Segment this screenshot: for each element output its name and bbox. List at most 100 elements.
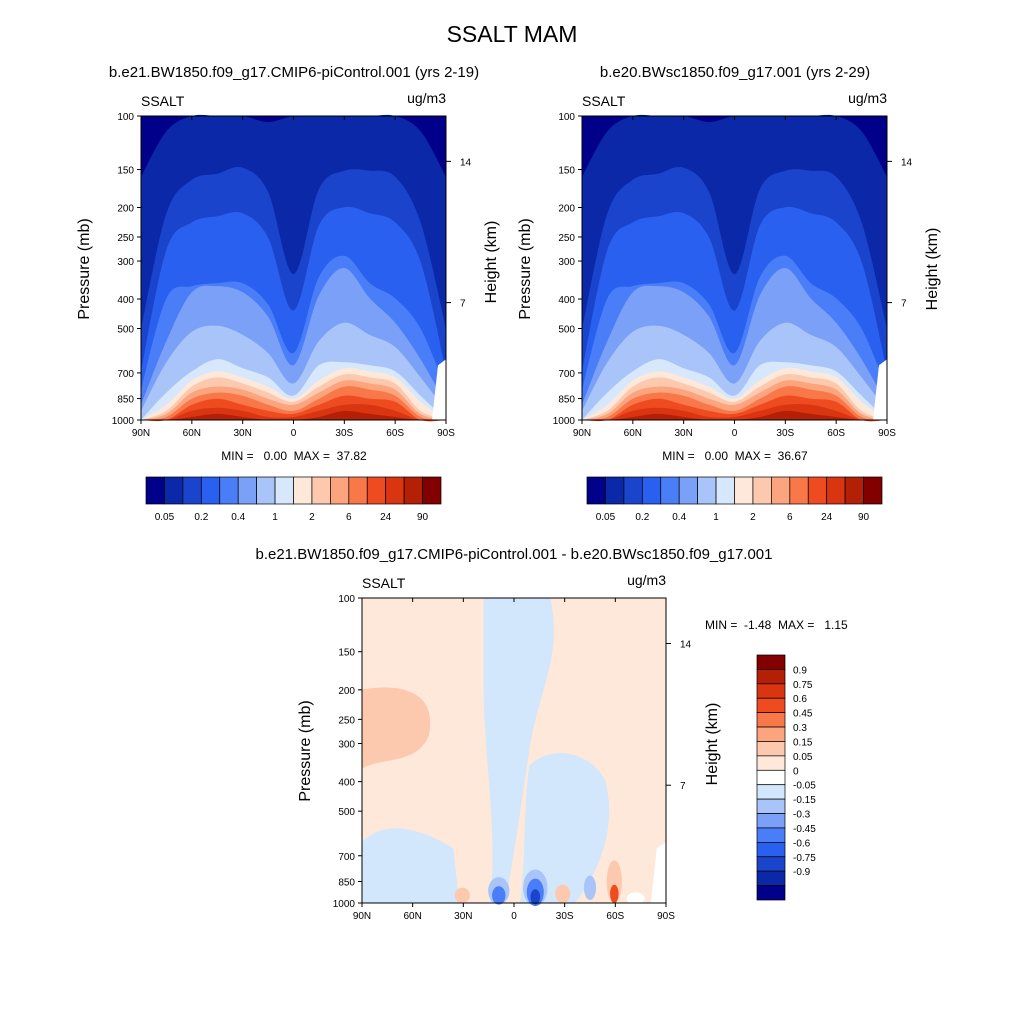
y2-tick-label: 7 xyxy=(901,299,907,310)
colorbar-swatch xyxy=(756,654,786,670)
y-tick-label: 850 xyxy=(338,877,355,888)
colorbar-swatch xyxy=(697,476,717,505)
colorbar-swatch xyxy=(756,870,786,886)
colorbar-swatch xyxy=(274,476,294,505)
colorbar-swatch xyxy=(756,712,786,728)
colorbar-swatch xyxy=(330,476,350,505)
panel-1-y2label: Height (km) xyxy=(483,221,500,304)
panel-2-plot-area xyxy=(578,114,892,424)
colorbar-label: 0.4 xyxy=(672,512,686,523)
x-tick-label: 30S xyxy=(556,911,574,922)
x-tick-label: 90N xyxy=(353,911,371,922)
colorbar-swatch xyxy=(200,476,221,505)
panel-3-title: b.e21.BW1850.f09_g17.CMIP6-piControl.001… xyxy=(255,546,772,563)
colorbar-label: 0.3 xyxy=(793,723,807,734)
y-tick-label: 250 xyxy=(558,233,575,244)
panel-3-y2label: Height (km) xyxy=(704,703,721,786)
y-tick-label: 1000 xyxy=(553,416,576,427)
colorbar-swatch xyxy=(145,476,165,505)
colorbar-swatch xyxy=(756,669,786,685)
y-tick-label: 400 xyxy=(558,295,575,306)
colorbar-label: -0.6 xyxy=(793,838,811,849)
y2-tick-label: 7 xyxy=(680,781,686,792)
colorbar-label: 0.4 xyxy=(231,512,245,523)
y-tick-label: 250 xyxy=(117,233,134,244)
colorbar-label: 90 xyxy=(417,512,429,523)
panel-2-units-label: ug/m3 xyxy=(848,90,887,106)
colorbar-swatch xyxy=(586,476,606,505)
colorbar-swatch xyxy=(756,856,786,872)
y-tick-label: 300 xyxy=(338,740,355,751)
panel-3-variable-label: SSALT xyxy=(362,575,406,591)
colorbar-label: -0.3 xyxy=(793,810,811,821)
colorbar-label: 0.05 xyxy=(596,512,616,523)
y-tick-label: 400 xyxy=(117,295,134,306)
colorbar-swatch xyxy=(826,476,846,505)
colorbar-label: 0.75 xyxy=(793,680,813,691)
y-tick-label: 700 xyxy=(558,369,575,380)
y-tick-label: 500 xyxy=(558,324,575,335)
colorbar-swatch xyxy=(844,476,864,505)
y-tick-label: 150 xyxy=(338,648,355,659)
colorbar-label: 0.05 xyxy=(793,752,813,763)
y2-tick-label: 14 xyxy=(460,157,472,168)
y-tick-label: 100 xyxy=(338,594,355,605)
colorbar-label: 24 xyxy=(380,512,392,523)
colorbar-swatch xyxy=(807,476,828,505)
x-tick-label: 30N xyxy=(233,428,251,439)
x-tick-label: 30S xyxy=(335,428,353,439)
panel-1: b.e21.BW1850.f09_g17.CMIP6-piControl.001… xyxy=(76,64,500,523)
y-tick-label: 250 xyxy=(338,715,355,726)
y-tick-label: 1000 xyxy=(333,899,356,910)
colorbar-label: 1 xyxy=(713,512,719,523)
colorbar-swatch xyxy=(623,476,643,505)
colorbar-label: 0.2 xyxy=(194,512,208,523)
x-tick-label: 90S xyxy=(657,911,675,922)
colorbar-label: 6 xyxy=(787,512,793,523)
panel-3-ylabel: Pressure (mb) xyxy=(297,700,314,801)
colorbar-swatch xyxy=(678,476,698,505)
y-tick-label: 100 xyxy=(558,112,575,123)
panel-2-variable-label: SSALT xyxy=(582,93,626,109)
colorbar-label: 0.45 xyxy=(793,709,813,720)
y-tick-label: 850 xyxy=(117,395,134,406)
figure-title: SSALT MAM xyxy=(447,21,578,47)
colorbar-swatch xyxy=(422,476,442,505)
x-tick-label: 30N xyxy=(674,428,692,439)
y-tick-label: 150 xyxy=(117,166,134,177)
colorbar-swatch xyxy=(756,769,786,786)
colorbar-swatch xyxy=(756,842,786,858)
x-tick-label: 90N xyxy=(573,428,591,439)
colorbar-swatch xyxy=(219,476,239,505)
colorbar-label: 1 xyxy=(272,512,278,523)
y2-tick-label: 7 xyxy=(460,299,466,310)
y-tick-label: 500 xyxy=(117,324,134,335)
colorbar-label: 2 xyxy=(309,512,315,523)
colorbar-swatch xyxy=(641,476,662,505)
colorbar-swatch xyxy=(863,476,883,505)
panel-2-ylabel: Pressure (mb) xyxy=(517,218,534,319)
colorbar-swatch xyxy=(256,476,276,505)
y-tick-label: 200 xyxy=(558,204,575,215)
y-tick-label: 200 xyxy=(117,204,134,215)
x-tick-label: 30N xyxy=(454,911,472,922)
colorbar-label: -0.15 xyxy=(793,795,816,806)
colorbar-label: 24 xyxy=(821,512,833,523)
y-tick-label: 400 xyxy=(338,778,355,789)
colorbar-swatch xyxy=(756,755,786,771)
x-tick-label: 60S xyxy=(606,911,624,922)
y2-tick-label: 14 xyxy=(901,157,913,168)
y-tick-label: 700 xyxy=(338,852,355,863)
x-tick-label: 60N xyxy=(183,428,201,439)
colorbar-label: 6 xyxy=(346,512,352,523)
panel-1-plot-area xyxy=(137,114,451,424)
y-tick-label: 1000 xyxy=(112,416,135,427)
colorbar-label: 2 xyxy=(750,512,756,523)
colorbar-swatch xyxy=(385,476,405,505)
x-tick-label: 90S xyxy=(437,428,455,439)
colorbar-swatch xyxy=(756,726,786,742)
x-tick-label: 60N xyxy=(624,428,642,439)
y-tick-label: 100 xyxy=(117,112,134,123)
colorbar-swatch xyxy=(293,476,313,505)
